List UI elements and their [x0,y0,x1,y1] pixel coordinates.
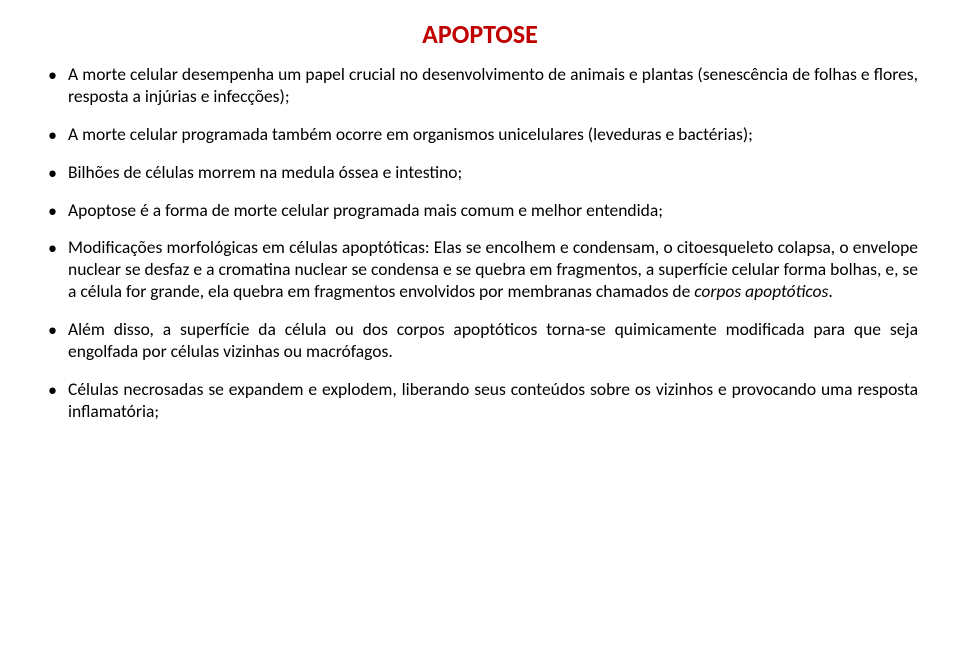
bullet-text: Bilhões de células morrem na medula ósse… [68,161,462,183]
bullet-text: A morte celular programada também ocorre… [68,123,753,145]
list-item: Células necrosadas se expandem e explode… [42,379,918,423]
bullet-text-tail: . [828,280,832,302]
bullet-text: Além disso, a superfície da célula ou do… [68,318,918,362]
list-item: Apoptose é a forma de morte celular prog… [42,200,918,222]
document-title: APOPTOSE [42,18,918,50]
bullet-text: Apoptose é a forma de morte celular prog… [68,199,663,221]
list-item: Modificações morfológicas em células apo… [42,237,918,303]
italic-term: corpos apoptóticos [694,280,828,302]
bullet-text: Células necrosadas se expandem e explode… [68,378,918,422]
list-item: A morte celular desempenha um papel cruc… [42,64,918,108]
list-item: A morte celular programada também ocorre… [42,124,918,146]
list-item: Bilhões de células morrem na medula ósse… [42,162,918,184]
bullet-list: A morte celular desempenha um papel cruc… [42,64,918,423]
bullet-text: A morte celular desempenha um papel cruc… [68,63,918,107]
list-item: Além disso, a superfície da célula ou do… [42,319,918,363]
